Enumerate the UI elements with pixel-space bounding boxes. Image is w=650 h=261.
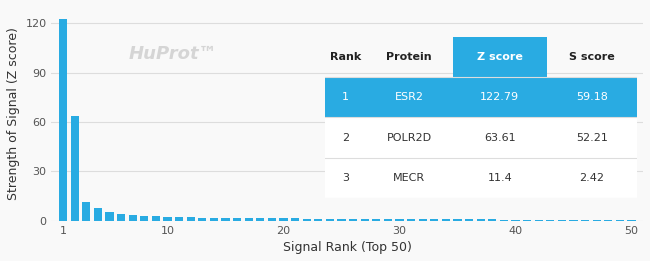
Bar — [558, 220, 566, 221]
Bar — [361, 219, 369, 221]
Bar — [523, 220, 531, 221]
Text: Protein: Protein — [387, 52, 432, 62]
Bar — [547, 117, 637, 158]
Bar — [187, 217, 195, 221]
Bar — [512, 220, 519, 221]
Bar — [547, 158, 637, 198]
Bar — [581, 220, 589, 221]
Bar — [395, 219, 404, 221]
Bar — [453, 158, 547, 198]
Text: HuProt™: HuProt™ — [129, 45, 217, 63]
Text: 122.79: 122.79 — [480, 92, 519, 102]
X-axis label: Signal Rank (Top 50): Signal Rank (Top 50) — [283, 241, 411, 254]
Bar — [627, 220, 636, 221]
Text: 59.18: 59.18 — [576, 92, 608, 102]
Bar — [430, 219, 438, 221]
Bar — [534, 220, 543, 221]
Text: 2: 2 — [342, 133, 349, 143]
Bar — [365, 158, 453, 198]
Bar — [419, 219, 427, 221]
Bar — [465, 220, 473, 221]
Bar — [325, 117, 365, 158]
Bar — [244, 218, 253, 221]
Bar — [337, 219, 346, 221]
Bar — [268, 218, 276, 221]
Bar — [152, 216, 160, 221]
Bar — [384, 219, 392, 221]
Bar — [291, 218, 299, 221]
Bar — [117, 214, 125, 221]
Bar — [453, 37, 547, 77]
Bar — [210, 218, 218, 221]
Text: Z score: Z score — [477, 52, 523, 62]
Bar — [59, 19, 67, 221]
Text: 52.21: 52.21 — [576, 133, 608, 143]
Bar — [616, 220, 624, 221]
Bar — [365, 77, 453, 117]
Bar — [325, 77, 365, 117]
Bar — [222, 218, 229, 221]
Bar — [488, 220, 497, 221]
Bar — [453, 117, 547, 158]
Text: POLR2D: POLR2D — [387, 133, 432, 143]
Bar — [453, 77, 547, 117]
Bar — [442, 219, 450, 221]
Text: MECR: MECR — [393, 173, 425, 183]
Bar — [547, 77, 637, 117]
Bar — [407, 219, 415, 221]
Bar — [569, 220, 577, 221]
Bar — [256, 218, 265, 221]
Bar — [593, 220, 601, 221]
Bar — [500, 220, 508, 221]
Bar — [280, 218, 287, 221]
Bar — [476, 220, 485, 221]
Bar — [372, 219, 380, 221]
Bar — [314, 218, 322, 221]
Bar — [163, 217, 172, 221]
Bar — [325, 158, 365, 198]
Bar — [175, 217, 183, 221]
Text: 2.42: 2.42 — [579, 173, 604, 183]
Bar — [129, 215, 136, 221]
Bar — [82, 202, 90, 221]
Text: ESR2: ESR2 — [395, 92, 424, 102]
Bar — [326, 219, 334, 221]
Bar — [454, 219, 462, 221]
Bar — [604, 220, 612, 221]
Bar — [365, 117, 453, 158]
Text: Rank: Rank — [330, 52, 361, 62]
Text: S score: S score — [569, 52, 615, 62]
Bar — [233, 218, 241, 221]
Bar — [349, 219, 357, 221]
Text: 1: 1 — [342, 92, 349, 102]
Bar — [140, 216, 148, 221]
Bar — [71, 116, 79, 221]
Y-axis label: Strength of Signal (Z score): Strength of Signal (Z score) — [7, 27, 20, 200]
Text: 63.61: 63.61 — [484, 133, 515, 143]
Bar — [94, 208, 102, 221]
Text: 11.4: 11.4 — [488, 173, 512, 183]
Bar — [546, 220, 554, 221]
Text: 3: 3 — [342, 173, 349, 183]
Bar — [198, 217, 206, 221]
Bar — [303, 218, 311, 221]
Bar — [105, 212, 114, 221]
